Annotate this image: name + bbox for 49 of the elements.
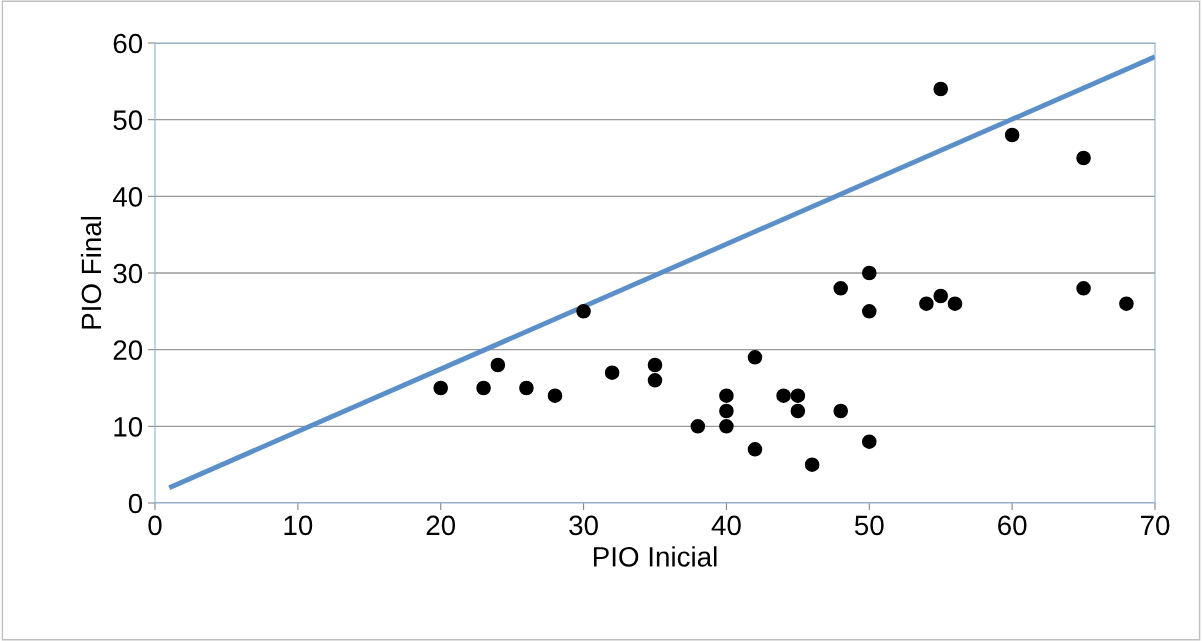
x-tick-label: 20	[426, 515, 456, 536]
point	[476, 380, 491, 396]
point	[947, 296, 963, 311]
point	[1004, 127, 1020, 143]
x-tick-label: 70	[1140, 515, 1170, 536]
point	[747, 350, 763, 365]
point	[1076, 281, 1091, 296]
point	[604, 365, 620, 380]
point	[833, 403, 848, 419]
point	[719, 388, 734, 403]
x-axis-title: PIO Inicial	[593, 546, 717, 567]
y-tick-label: 60	[113, 33, 143, 54]
x-tick-label: 50	[854, 515, 884, 536]
point	[804, 457, 820, 472]
point	[747, 442, 763, 457]
point	[862, 434, 877, 449]
point	[547, 388, 563, 403]
y-tick-label: 10	[114, 417, 143, 437]
x-tick-label: 0	[148, 515, 162, 536]
point	[647, 373, 663, 388]
point	[833, 281, 848, 296]
point	[433, 380, 448, 396]
point	[647, 357, 663, 373]
y-tick-label: 50	[113, 110, 143, 131]
point	[1119, 296, 1134, 311]
y-tick-label: 0	[128, 493, 143, 514]
y-tick-label: 20	[113, 340, 143, 361]
point	[519, 380, 534, 396]
point	[933, 81, 948, 97]
point	[933, 288, 948, 304]
point	[790, 388, 806, 403]
point	[490, 357, 506, 373]
point	[790, 403, 806, 419]
point	[1076, 150, 1091, 166]
y-tick-label: 30	[113, 263, 143, 284]
x-tick-label: 60	[998, 515, 1027, 536]
point	[919, 296, 934, 311]
y-tick-label: 40	[112, 187, 143, 207]
point	[776, 388, 791, 403]
point	[719, 403, 734, 419]
x-tick-label: 30	[569, 515, 598, 536]
point	[690, 419, 706, 434]
y-axis-title: PIO Final	[80, 216, 102, 329]
point	[862, 304, 877, 319]
x-tick-label: 40	[711, 515, 741, 536]
x-tick-label: 10	[284, 515, 313, 536]
point	[719, 419, 734, 434]
point	[862, 265, 877, 281]
point	[576, 304, 591, 319]
